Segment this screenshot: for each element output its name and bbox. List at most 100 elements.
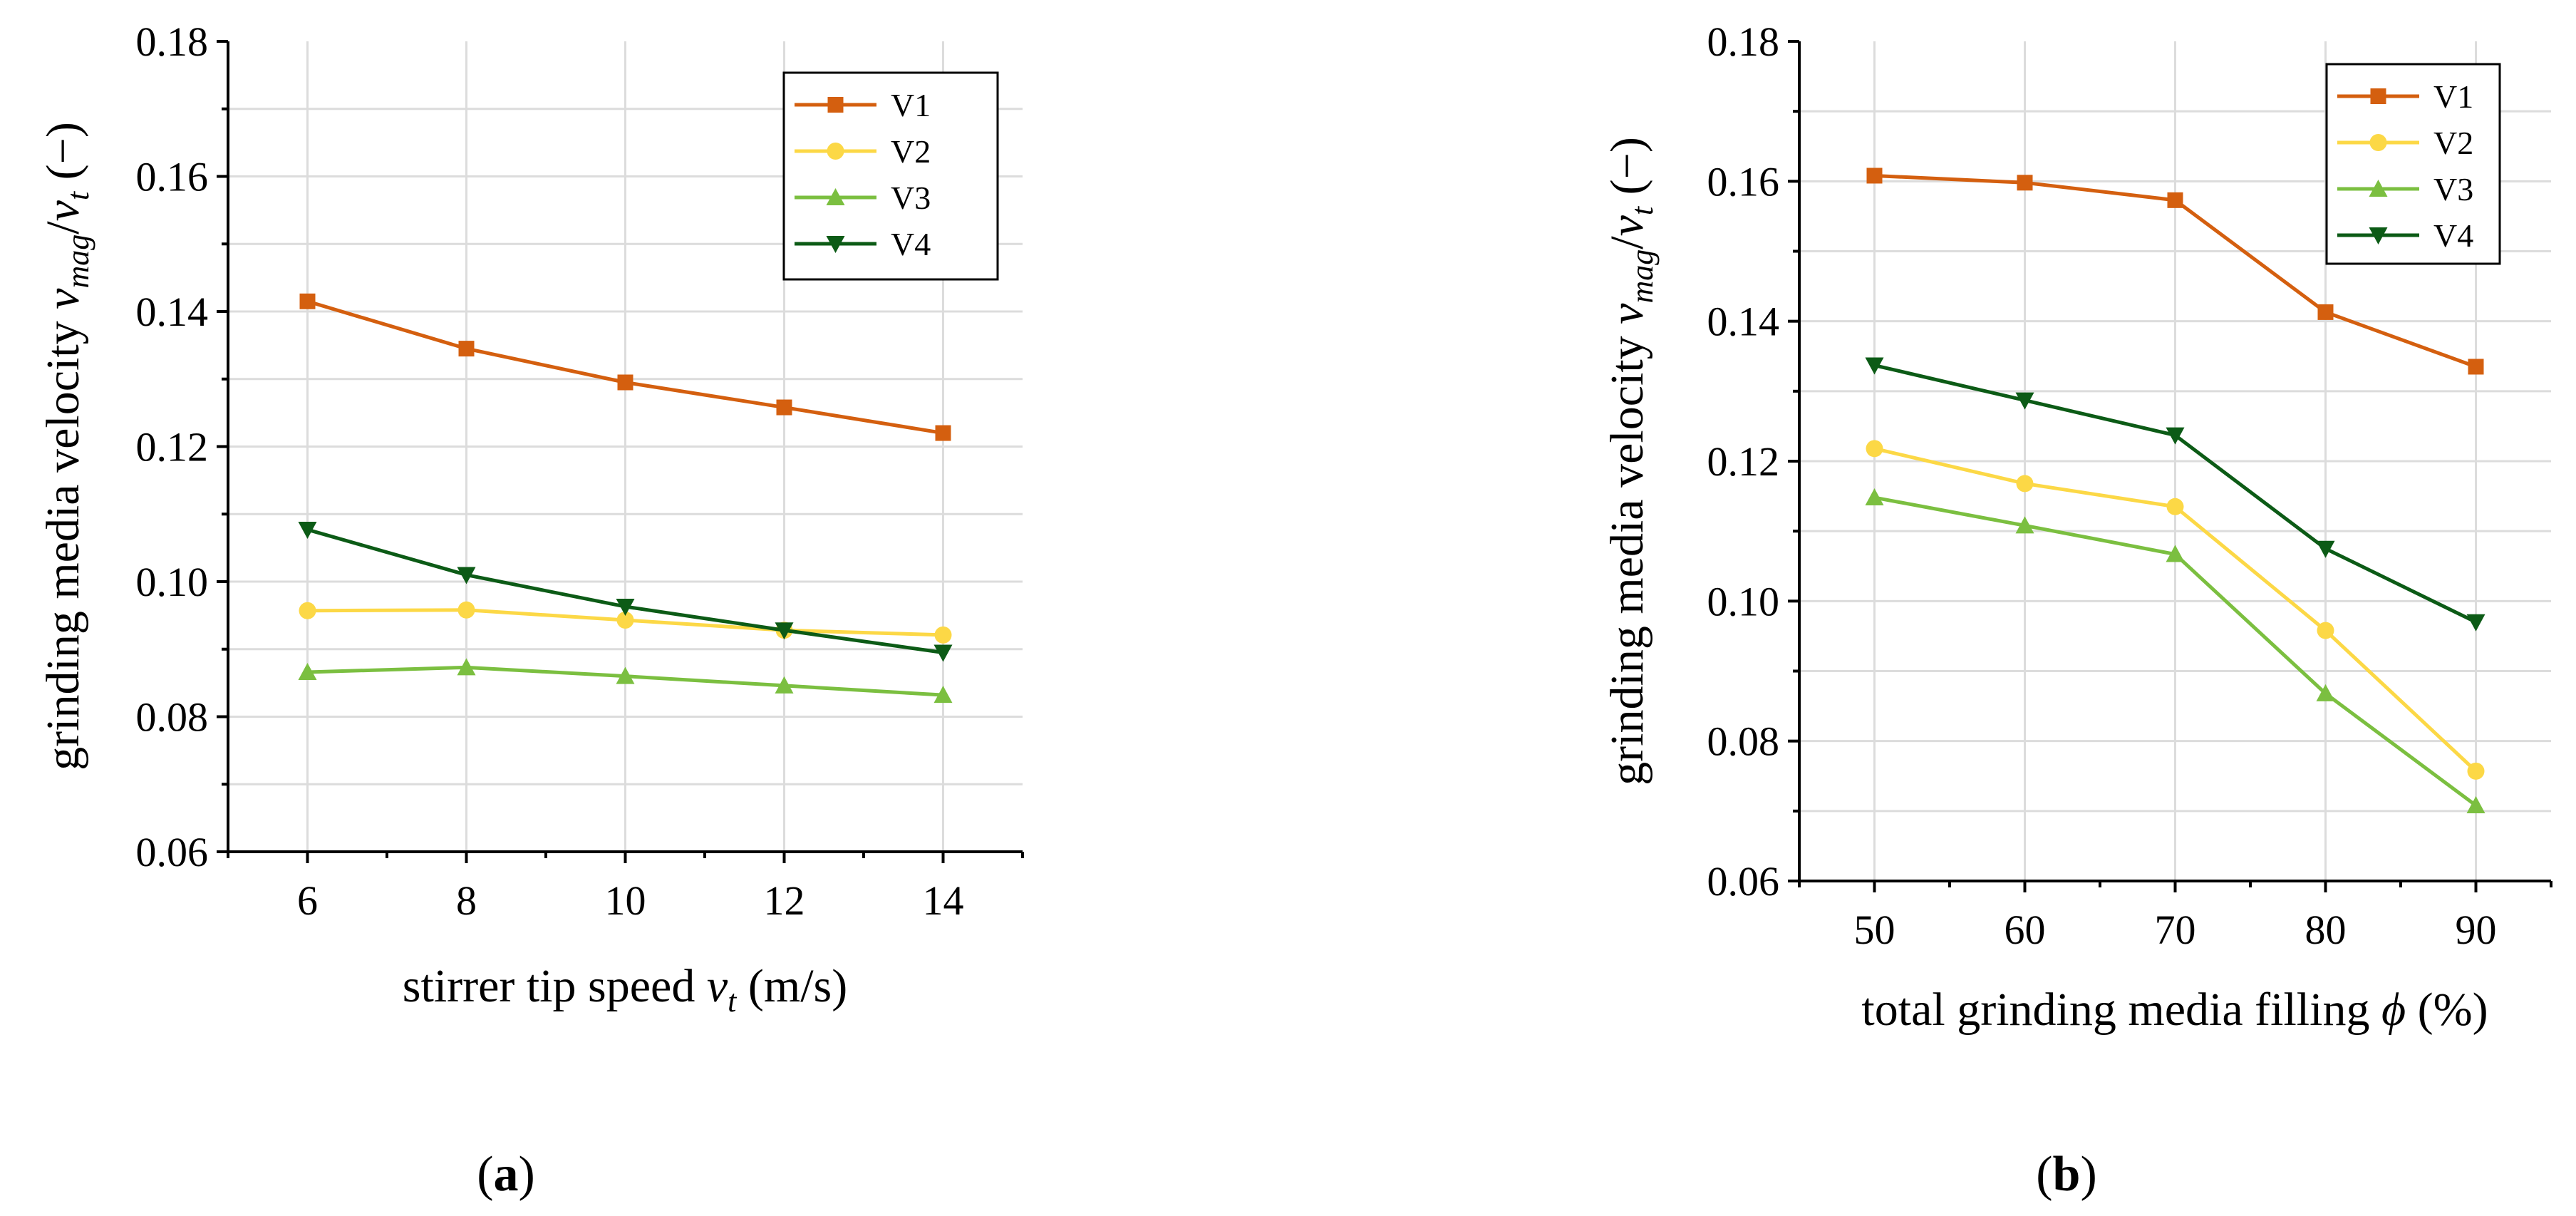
y-axis-title-sub2: t (61, 190, 95, 200)
data-point-v2 (1866, 440, 1883, 458)
panel-label-close: ) (2080, 1147, 2096, 1202)
data-point-v1 (299, 293, 316, 309)
data-point-v3 (457, 658, 476, 676)
legend-label-v4: V4 (891, 226, 931, 262)
data-point-v4 (2166, 427, 2185, 445)
legend-label-v4: V4 (2433, 217, 2473, 254)
data-point-v4 (2466, 614, 2486, 632)
y-tick-label: 0.14 (1707, 299, 1780, 345)
x-tick-label: 80 (2305, 907, 2347, 953)
legend-label-v2: V2 (2433, 125, 2473, 161)
data-point-v1 (2167, 192, 2183, 208)
x-axis-title: total grinding media filling ϕ (%) (1861, 984, 2488, 1036)
y-tick-label: 0.06 (1707, 858, 1780, 905)
x-tick-label: 50 (1854, 907, 1895, 953)
data-point-v3 (2466, 795, 2486, 813)
panel-label-close: ) (519, 1147, 535, 1202)
y-axis-title-sub2: t (1625, 205, 1660, 215)
legend-marker-v4 (826, 236, 845, 253)
series-v1 (299, 293, 951, 441)
series-v4 (298, 522, 953, 662)
data-point-v4 (1865, 357, 1884, 375)
series-v3 (298, 658, 953, 704)
y-tick-label: 0.12 (1707, 438, 1780, 485)
data-point-v1 (776, 399, 792, 416)
data-point-v1 (617, 374, 633, 391)
y-axis-title-slash: / (1601, 236, 1653, 249)
x-axis-title-sub: t (728, 984, 738, 1019)
panel-label-open: ( (2036, 1147, 2052, 1202)
data-point-v2 (2467, 762, 2485, 780)
x-axis-title-main: stirrer tip speed (403, 960, 707, 1012)
panel-a: 0.06 0.08 0.10 0.12 0.14 0.16 0.18 6 8 10 12 14 V1 V2… (37, 19, 1024, 1202)
data-point-v3 (775, 676, 794, 694)
y-axis-title-sub: mag (1625, 249, 1660, 304)
legend-label-v2: V2 (891, 133, 931, 170)
y-tick-label: 0.16 (136, 154, 209, 200)
legend-marker-v4 (2369, 227, 2388, 244)
legend-marker-v2 (2369, 134, 2387, 151)
y-tick-label: 0.14 (136, 289, 209, 335)
x-tick-label: 10 (605, 877, 646, 924)
series-v2 (1866, 440, 2485, 780)
x-axis-title-main: total grinding media filling (1861, 984, 2381, 1036)
y-tick-label: 0.08 (136, 694, 209, 741)
data-point-v3 (2316, 684, 2335, 701)
legend-marker-v1 (827, 97, 844, 113)
data-point-v2 (616, 612, 634, 629)
legend-marker-v3 (2369, 180, 2388, 197)
legend-marker-v2 (827, 143, 844, 160)
data-point-v4 (457, 567, 476, 584)
x-tick-label: 12 (764, 877, 805, 924)
panel-label: (b) (2036, 1147, 2097, 1202)
y-axis-title-sub: mag (61, 235, 95, 289)
data-point-v4 (616, 599, 635, 617)
panel-label-letter: a (494, 1147, 519, 1202)
x-axis-title-unit: (%) (2406, 984, 2488, 1036)
y-axis-title-var: v (1601, 303, 1653, 324)
x-axis-title-unit: (m/s) (736, 960, 847, 1012)
data-point-v1 (935, 425, 951, 441)
data-point-v2 (457, 601, 475, 619)
panel-label-open: ( (477, 1147, 493, 1202)
data-point-v2 (934, 626, 952, 644)
panel-label: (a) (477, 1147, 535, 1202)
y-tick-label: 0.08 (1707, 718, 1780, 765)
x-tick-label: 60 (2005, 907, 2046, 953)
data-point-v1 (2017, 175, 2033, 191)
y-axis-title-unit: (−) (1601, 137, 1653, 207)
data-point-v3 (933, 686, 953, 704)
x-axis-title: stirrer tip speed vt (m/s) (403, 960, 847, 1019)
y-axis-title: grinding media velocity vmag/vt (−) (37, 122, 95, 771)
legend-label-v3: V3 (891, 180, 931, 216)
series-v1 (1866, 168, 2484, 375)
y-tick-label: 0.18 (1707, 19, 1780, 65)
x-tick-label: 8 (456, 877, 477, 924)
y-axis-title-unit: (−) (37, 122, 89, 192)
y-axis-title-main: grinding media velocity (37, 309, 89, 771)
legend-label-v1: V1 (2433, 78, 2473, 115)
y-tick-label: 0.10 (1707, 578, 1780, 624)
series-v4 (1865, 357, 2486, 632)
data-point-v2 (2166, 498, 2184, 515)
data-point-v2 (2317, 622, 2334, 639)
x-axis-title-var: ϕ (2381, 984, 2406, 1036)
panel-b: 0.06 0.08 0.10 0.12 0.14 0.16 0.18 50 60 70 80 90 V1… (1601, 19, 2552, 1202)
data-point-v3 (298, 662, 317, 680)
y-axis-title: grinding media velocity vmag/vt (−) (1601, 137, 1660, 785)
y-axis-title-main: grinding media velocity (1601, 324, 1653, 785)
data-point-v2 (299, 602, 316, 619)
x-tick-label: 70 (2155, 907, 2196, 953)
data-point-v3 (616, 666, 635, 684)
y-tick-label: 0.16 (1707, 158, 1780, 205)
y-tick-label: 0.12 (136, 424, 209, 470)
legend-marker-v3 (826, 188, 845, 205)
data-point-v4 (2316, 540, 2335, 558)
x-tick-label: 14 (923, 877, 964, 924)
data-point-v4 (2015, 392, 2034, 410)
data-point-v1 (2317, 304, 2334, 320)
data-point-v1 (2468, 359, 2484, 375)
legend-marker-v1 (2370, 88, 2386, 104)
data-point-v4 (933, 644, 953, 662)
